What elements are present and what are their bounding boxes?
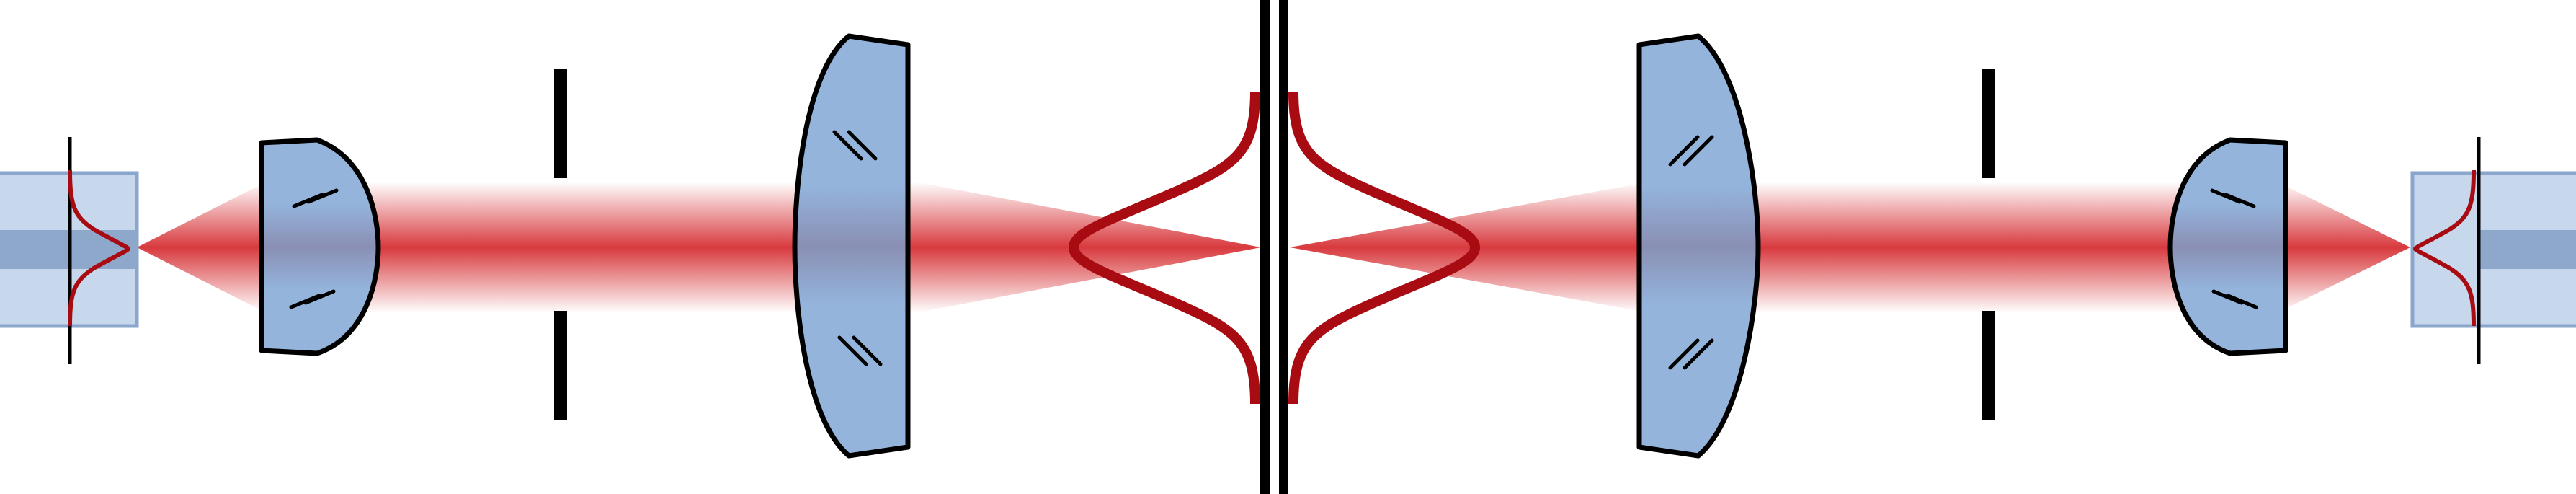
gaussian-profile-icon [1069,91,1260,405]
glass-hatch-icon [1668,135,1714,370]
laser-beam [137,182,2410,313]
collimating-lens-right [2167,137,2288,356]
output-fiber [2410,137,2576,364]
aperture-left [554,69,567,420]
plate-icon [1279,0,1288,494]
gaussian-profile-icon [1288,91,1480,405]
aperture-right [1982,69,1995,420]
aperture-blade-bottom [1982,311,1995,420]
glass-hatch-icon [832,130,883,366]
gaussian-profile-icon [2413,169,2476,327]
aperture-blade-top [1982,69,1995,178]
plate-icon [1260,0,1270,494]
mode-profiles [1069,91,1480,405]
glass-hatch-icon [289,188,339,309]
lens-icon [259,137,381,356]
focusing-lens-left [792,33,911,459]
lens-icon [792,33,911,459]
aperture-blade-top [554,69,567,178]
fiber-core [2479,230,2576,269]
central-element [1260,0,1288,494]
input-fiber [0,137,139,364]
lens-icon [1636,33,1761,459]
aperture-blade-bottom [554,311,567,420]
focusing-lens-right [1636,33,1761,459]
beam-right-segment [1290,182,2410,313]
beam-left-segment [137,182,1261,313]
glass-hatch-icon [2210,188,2258,309]
gaussian-profile-icon [68,169,130,327]
collimating-lens-left [259,137,381,356]
lens-icon [2167,137,2288,356]
